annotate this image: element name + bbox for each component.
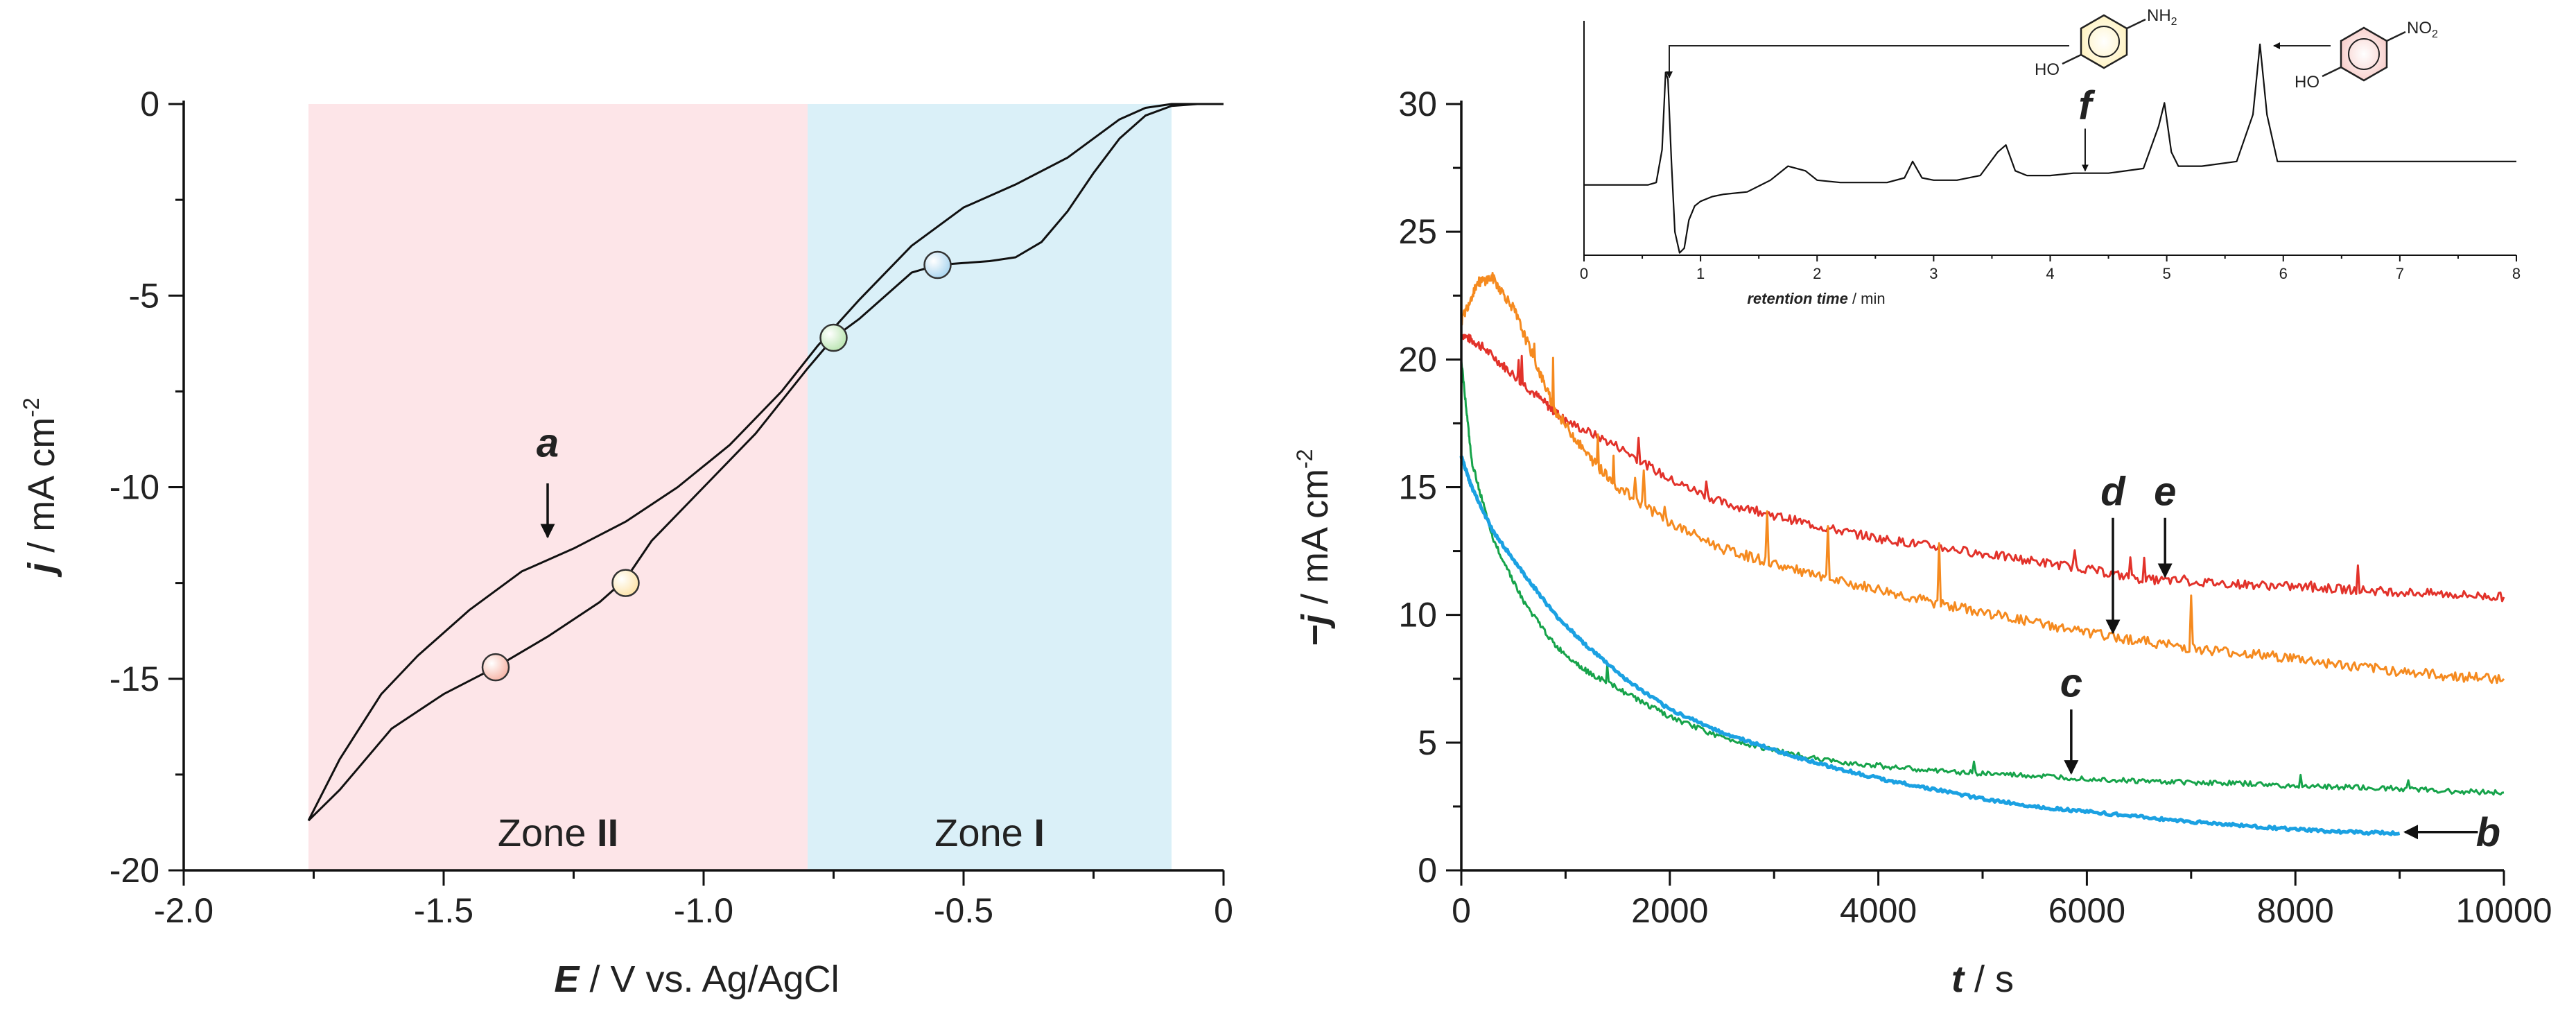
- zone-label-0: Zone II: [498, 811, 618, 854]
- nitrophenol-hydroxyl: HO: [2295, 73, 2320, 92]
- chromatogram-series-f: [1584, 43, 2516, 254]
- inset-x-tick-label: 3: [1929, 265, 1938, 282]
- y-tick-label: 20: [1398, 340, 1437, 379]
- curve-label-e: e: [2154, 469, 2176, 514]
- y-tick-label: -5: [129, 276, 159, 315]
- inset-x-tick-label: 2: [1813, 265, 1821, 282]
- x-tick-label: -2.0: [154, 891, 214, 930]
- zone-backgrounds: Zone II Zone I: [308, 104, 1172, 870]
- voltammogram-annotations: a: [537, 420, 559, 539]
- x-tick-label: 0: [1452, 891, 1471, 930]
- inset-x-tick-label: 6: [2279, 265, 2288, 282]
- ca-series-b: [1459, 455, 2401, 836]
- cv-series-a: [307, 103, 1224, 821]
- zone-band-1: [808, 104, 1172, 870]
- aminophenol-substituent: NH2: [2147, 6, 2177, 28]
- chronoamperometry-y-axis-label: −j / mA cm-2: [1292, 449, 1336, 646]
- chromatogram-curve: [1584, 43, 2516, 254]
- inset-label-f: f: [2078, 83, 2096, 128]
- curve-label-a: a: [537, 420, 559, 465]
- voltammogram-x-axis-label: E / V vs. Ag/AgCl: [554, 958, 839, 1000]
- x-tick-label: 10000: [2455, 891, 2552, 930]
- x-tick-label: 2000: [1631, 891, 1708, 930]
- chromatogram-ticks: 0 1 2 3 4 5 6 7 8: [1580, 255, 2521, 282]
- chronoamperometry-x-axis-label: t / s: [1951, 958, 2014, 1000]
- curve-label-b: b: [2476, 810, 2500, 855]
- y-tick-label: -10: [110, 468, 159, 507]
- green-marker: [819, 323, 848, 352]
- aminophenol-hydroxyl: HO: [2035, 60, 2060, 79]
- voltammogram-ticks: -2.0 -1.5 -1.0 -0.5 0 0 -5 -10 -15 -20: [110, 85, 1233, 930]
- y-tick-label: 30: [1398, 85, 1437, 123]
- yellow-marker: [611, 569, 640, 597]
- zone-label-1: Zone I: [934, 811, 1045, 854]
- inset-x-tick-label: 0: [1580, 265, 1588, 282]
- y-tick-label: 0: [1418, 851, 1437, 890]
- inset-x-tick-label: 1: [1696, 265, 1705, 282]
- y-tick-label: 25: [1398, 212, 1437, 251]
- y-tick-label: 0: [140, 85, 159, 123]
- inset-x-tick-label: 5: [2163, 265, 2171, 282]
- inset-x-tick-label: 4: [2046, 265, 2054, 282]
- x-tick-label: -1.5: [414, 891, 473, 930]
- y-tick-label: 10: [1398, 596, 1437, 635]
- curve-label-d: d: [2100, 469, 2126, 514]
- ca-series-e: [1460, 334, 2505, 603]
- inset-x-tick-label: 7: [2396, 265, 2404, 282]
- red-marker: [481, 653, 510, 682]
- y-tick-label: 5: [1418, 723, 1437, 762]
- ca-series-d: [1460, 272, 2505, 684]
- x-tick-label: -1.0: [674, 891, 733, 930]
- blue-marker: [923, 250, 952, 279]
- chronoamperometry-annotations: ed c b: [2060, 469, 2500, 854]
- chronoamperometry-curves: [1459, 272, 2505, 836]
- x-tick-label: 8000: [2257, 891, 2334, 930]
- x-tick-label: 4000: [1840, 891, 1917, 930]
- aminophenol-structure-icon: NH2 HO: [2035, 6, 2177, 79]
- x-tick-label: 6000: [2048, 891, 2125, 930]
- y-tick-label: 15: [1398, 468, 1437, 507]
- nitrophenol-structure-icon: NO2 HO: [2295, 19, 2438, 92]
- potential-markers: [481, 250, 952, 682]
- chromatogram-x-axis-label: retention time / min: [1747, 290, 1885, 307]
- nitrophenol-substituent: NO2: [2407, 19, 2438, 40]
- aminophenol-leader-line: [1666, 45, 2069, 78]
- x-tick-label: -0.5: [934, 891, 993, 930]
- x-tick-label: 0: [1214, 891, 1233, 930]
- ca-series-c: [1460, 361, 2505, 796]
- chronoamperometry-axes: [1460, 101, 2504, 872]
- y-tick-label: -20: [110, 851, 159, 890]
- zone-band-0: [308, 104, 808, 870]
- inset-x-tick-label: 8: [2512, 265, 2521, 282]
- voltammogram-curves: [307, 103, 1224, 822]
- curve-label-c: c: [2060, 661, 2082, 706]
- y-tick-label: -15: [110, 660, 159, 698]
- chromatogram-annotations: f: [2078, 83, 2096, 172]
- voltammogram-chart: Zone II Zone I -2.0 -1.5 -1.0 -0.5 0 0 -5 -10 -15…: [19, 85, 1233, 1000]
- voltammogram-y-axis-label: j / mA cm-2: [19, 397, 62, 577]
- cv-series-a-return: [307, 103, 1224, 822]
